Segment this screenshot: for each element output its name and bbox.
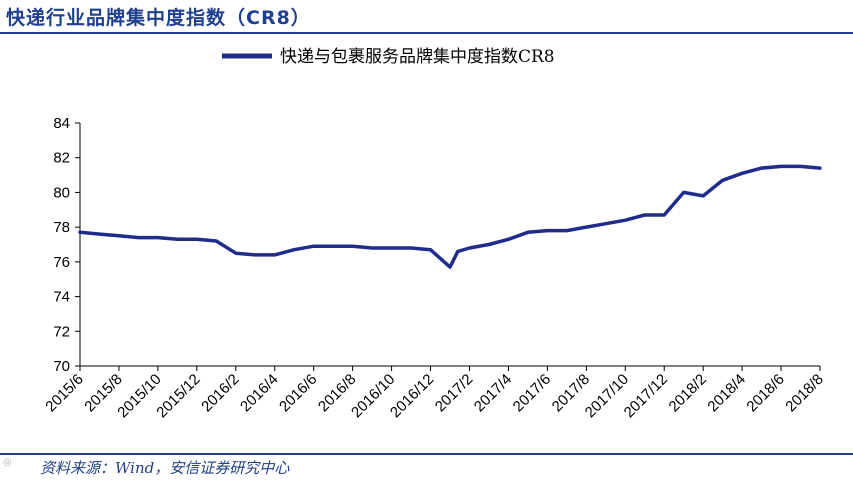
y-tick-label: 70 [53, 358, 70, 375]
y-tick-label: 82 [53, 150, 70, 167]
legend-label: 快递与包裹服务品牌集中度指数CR8 [280, 47, 555, 67]
x-axis: 2015/62015/82015/102015/122016/22016/420… [42, 365, 827, 421]
series-line [78, 164, 822, 269]
x-tick-label: 2017/4 [471, 371, 515, 415]
x-tick-label: 2016/6 [276, 371, 320, 415]
x-tick-label: 2018/4 [704, 371, 748, 415]
x-tick-label: 2017/6 [510, 371, 554, 415]
chart-legend: 快递与包裹服务品牌集中度指数CR8 [222, 47, 555, 67]
y-tick-label: 80 [53, 184, 70, 201]
x-tick-label: 2015/12 [153, 371, 203, 421]
x-tick-label: 2017/2 [432, 371, 476, 415]
x-tick-label: 2018/8 [782, 371, 826, 415]
x-tick-label: 2015/6 [42, 371, 86, 415]
y-tick-label: 84 [53, 115, 70, 132]
y-axis: 70 72 74 76 78 80 82 84 [53, 115, 81, 375]
y-tick-label: 76 [53, 254, 70, 271]
x-tick-label: 2018/2 [666, 371, 710, 415]
footer-divider [0, 453, 853, 455]
y-tick-label: 78 [53, 219, 70, 236]
source-note: 资料来源：Wind，安信证券研究中心 [40, 459, 290, 477]
header-divider [0, 32, 853, 34]
x-tick-label: 2016/4 [237, 371, 281, 415]
x-tick-label: 2016/12 [387, 371, 437, 421]
x-tick-label: 2018/6 [743, 371, 787, 415]
page-title: 快递行业品牌集中度指数（CR8） [6, 7, 311, 29]
x-tick-label: 2017/12 [621, 371, 671, 421]
y-tick-label: 72 [53, 323, 70, 340]
watermark-mark: ◎ [3, 457, 12, 468]
y-tick-label: 74 [53, 289, 70, 306]
x-tick-label: 2016/2 [198, 371, 242, 415]
series-layer [78, 164, 822, 269]
